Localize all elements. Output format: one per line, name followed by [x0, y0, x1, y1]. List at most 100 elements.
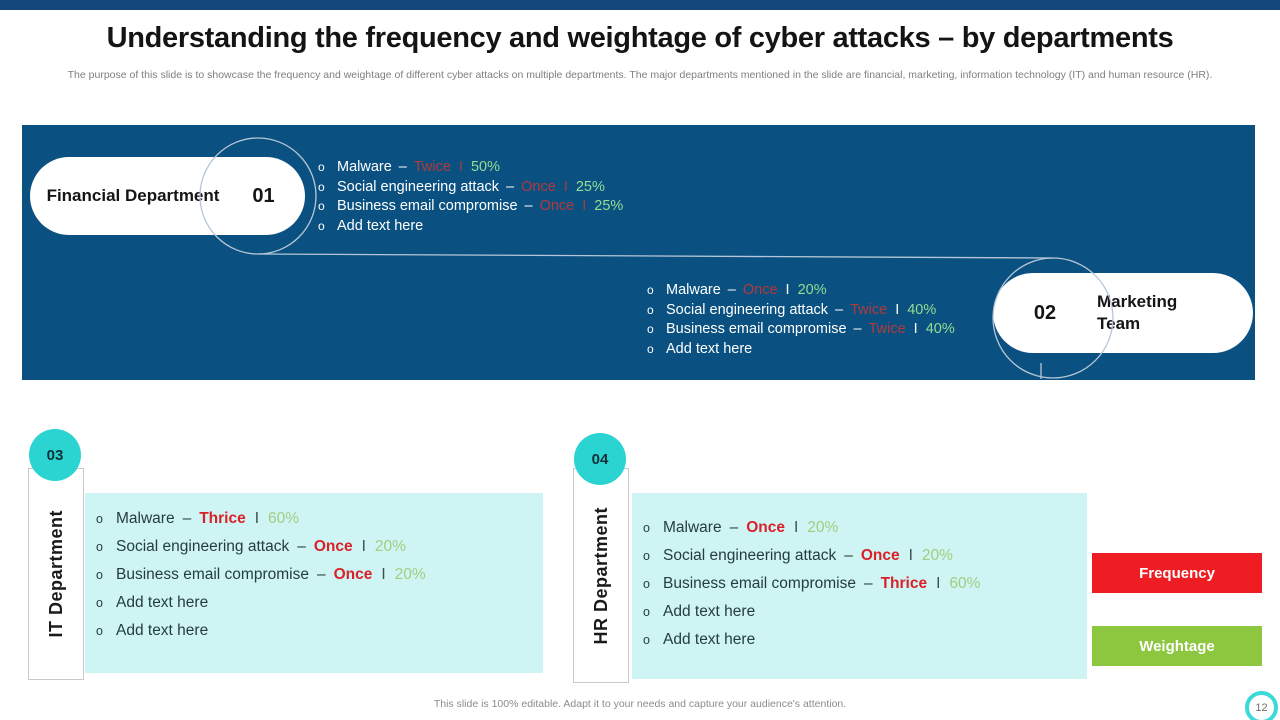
dash: –: [729, 519, 739, 536]
bullet-icon: o: [318, 179, 325, 194]
bullet-icon: o: [647, 322, 654, 336]
attack-item: o Business email compromise – Once I 20%: [96, 561, 543, 589]
attack-item: o Malware – Once I 20%: [643, 514, 1087, 542]
step-number-badge-04: 04: [574, 433, 626, 485]
bullet-icon: o: [318, 218, 325, 233]
separator: I: [793, 519, 799, 536]
frequency-value: Once: [333, 566, 373, 583]
page-subtitle: The purpose of this slide is to showcase…: [67, 69, 1213, 81]
separator: I: [254, 510, 260, 527]
dash: –: [835, 301, 844, 318]
bullet-icon: o: [647, 283, 654, 297]
it-department-panel: o Malware – Thrice I 60% o Social engine…: [85, 493, 543, 673]
bullet-icon: o: [96, 512, 103, 526]
separator: I: [913, 321, 918, 337]
separator: I: [458, 159, 463, 175]
bullet-icon: o: [647, 341, 654, 356]
weightage-value: 25%: [575, 178, 605, 195]
hr-department-label: HR Department: [573, 468, 629, 683]
weightage-value: 50%: [470, 159, 501, 175]
attack-label: Social engineering attack: [666, 301, 829, 318]
separator: I: [908, 547, 913, 564]
frequency-value: Thrice: [880, 575, 928, 592]
dash: –: [863, 575, 873, 592]
attack-label: Malware: [116, 510, 175, 527]
top-accent-bar: [0, 0, 1280, 10]
weightage-value: 20%: [374, 538, 406, 555]
dash: –: [398, 159, 407, 175]
hr-department-panel: o Malware – Once I 20% o Social engineer…: [632, 493, 1087, 679]
financial-department-card[interactable]: Financial Department 01: [30, 157, 305, 235]
separator: I: [785, 282, 790, 298]
dash: –: [182, 510, 192, 527]
placeholder-label: Add text here: [663, 603, 756, 620]
bullet-icon: o: [96, 624, 103, 638]
frequency-value: Twice: [868, 321, 906, 337]
add-text-placeholder[interactable]: o Add text here: [96, 617, 543, 645]
attack-label: Social engineering attack: [663, 547, 837, 564]
bullet-icon: o: [643, 577, 650, 591]
it-attack-list: o Malware – Thrice I 60% o Social engine…: [85, 493, 543, 645]
attack-label: Malware: [337, 159, 392, 175]
add-text-placeholder[interactable]: o Add text here: [318, 217, 623, 237]
bullet-icon: o: [318, 160, 325, 174]
frequency-value: Once: [539, 198, 575, 214]
bullet-icon: o: [318, 199, 325, 213]
page-title: Understanding the frequency and weightag…: [106, 22, 1174, 54]
attack-item: o Malware – Once I 20%: [647, 281, 955, 301]
hr-attack-list: o Malware – Once I 20% o Social engineer…: [632, 493, 1087, 654]
frequency-value: Once: [746, 519, 785, 536]
step-number-04: 04: [591, 450, 609, 468]
add-text-placeholder[interactable]: o Add text here: [643, 598, 1087, 626]
frequency-value: Once: [860, 547, 900, 564]
attack-label: Business email compromise: [116, 566, 309, 583]
attack-item: o Social engineering attack – Once I 25%: [318, 178, 623, 198]
marketing-team-card[interactable]: 02 Marketing Team: [993, 273, 1253, 353]
weightage-value: 25%: [594, 198, 624, 214]
attack-label: Business email compromise: [666, 321, 847, 337]
add-text-placeholder[interactable]: o Add text here: [643, 626, 1087, 654]
separator: I: [582, 198, 587, 214]
footer-note: This slide is 100% editable. Adapt it to…: [433, 698, 847, 710]
bullet-icon: o: [96, 596, 103, 610]
frequency-legend-badge: Frequency: [1092, 553, 1262, 593]
step-number-02: 02: [1033, 301, 1057, 324]
add-text-placeholder[interactable]: o Add text here: [96, 589, 543, 617]
weightage-value: 40%: [907, 301, 937, 318]
page-number: 12: [1255, 701, 1268, 714]
dash: –: [853, 321, 862, 337]
attack-item: o Social engineering attack – Once I 20%: [643, 542, 1087, 570]
bullet-icon: o: [96, 540, 103, 554]
weightage-value: 20%: [807, 519, 839, 536]
it-department-label: IT Department: [28, 468, 84, 680]
page-number-badge: 12: [1245, 691, 1278, 720]
marketing-attack-list: o Malware – Once I 20% o Social engineer…: [647, 281, 955, 359]
placeholder-label: Add text here: [666, 340, 753, 357]
separator: I: [895, 301, 900, 318]
top-departments-banner: Financial Department 01 o Malware – Twic…: [22, 125, 1255, 380]
placeholder-label: Add text here: [116, 622, 209, 639]
weightage-value: 20%: [921, 547, 953, 564]
bullet-icon: o: [643, 633, 650, 647]
attack-label: Malware: [663, 519, 722, 536]
placeholder-label: Add text here: [337, 217, 424, 234]
frequency-value: Once: [521, 178, 556, 195]
weightage-value: 60%: [268, 510, 300, 527]
attack-item: o Business email compromise – Thrice I 6…: [643, 570, 1087, 598]
bullet-icon: o: [643, 549, 650, 563]
weightage-value: 60%: [949, 575, 981, 592]
bullet-icon: o: [643, 605, 650, 619]
attack-label: Malware: [666, 282, 721, 298]
frequency-value: Thrice: [199, 510, 246, 527]
separator: I: [381, 566, 386, 583]
financial-department-label: Financial Department: [46, 185, 220, 205]
frequency-value: Twice: [413, 159, 451, 175]
attack-item: o Business email compromise – Once I 25%: [318, 197, 623, 217]
financial-attack-list: o Malware – Twice I 50% o Social enginee…: [318, 158, 623, 236]
frequency-value: Twice: [850, 301, 888, 318]
add-text-placeholder[interactable]: o Add text here: [647, 340, 955, 360]
dash: –: [297, 538, 306, 555]
attack-item: o Social engineering attack – Once I 20%: [96, 533, 543, 561]
attack-label: Social engineering attack: [116, 538, 290, 555]
